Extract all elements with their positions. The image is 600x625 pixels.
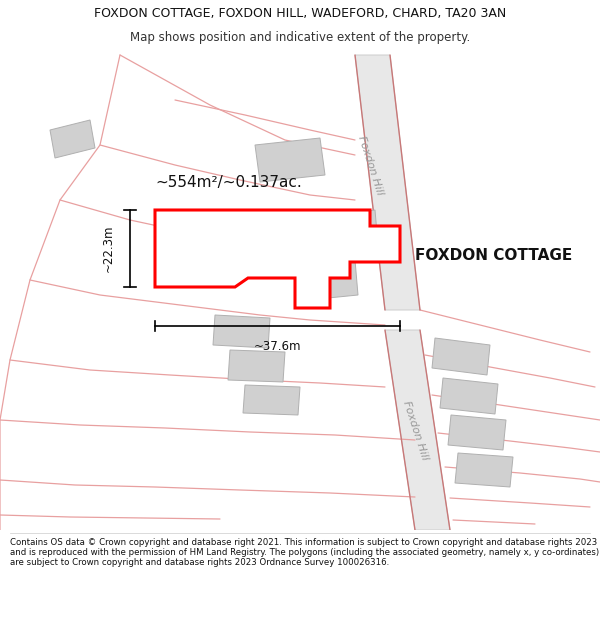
- Text: Contains OS data © Crown copyright and database right 2021. This information is : Contains OS data © Crown copyright and d…: [10, 538, 599, 568]
- Text: Foxdon Hill: Foxdon Hill: [401, 399, 430, 461]
- Polygon shape: [155, 210, 400, 308]
- Polygon shape: [243, 385, 300, 415]
- Text: FOXDON COTTAGE, FOXDON HILL, WADEFORD, CHARD, TA20 3AN: FOXDON COTTAGE, FOXDON HILL, WADEFORD, C…: [94, 8, 506, 21]
- Text: Map shows position and indicative extent of the property.: Map shows position and indicative extent…: [130, 31, 470, 44]
- Text: ~554m²/~0.137ac.: ~554m²/~0.137ac.: [155, 175, 302, 190]
- Polygon shape: [355, 55, 420, 310]
- Polygon shape: [213, 315, 270, 348]
- Polygon shape: [448, 415, 506, 450]
- Text: ~22.3m: ~22.3m: [101, 225, 115, 272]
- Polygon shape: [50, 120, 95, 158]
- Polygon shape: [440, 378, 498, 414]
- Polygon shape: [432, 338, 490, 375]
- Polygon shape: [305, 260, 358, 300]
- Text: Foxdon Hill: Foxdon Hill: [356, 134, 385, 196]
- Polygon shape: [255, 138, 325, 182]
- Polygon shape: [228, 350, 285, 382]
- Polygon shape: [340, 210, 378, 250]
- Text: ~37.6m: ~37.6m: [254, 339, 301, 352]
- Polygon shape: [455, 453, 513, 487]
- Polygon shape: [385, 330, 450, 530]
- Text: FOXDON COTTAGE: FOXDON COTTAGE: [415, 248, 572, 262]
